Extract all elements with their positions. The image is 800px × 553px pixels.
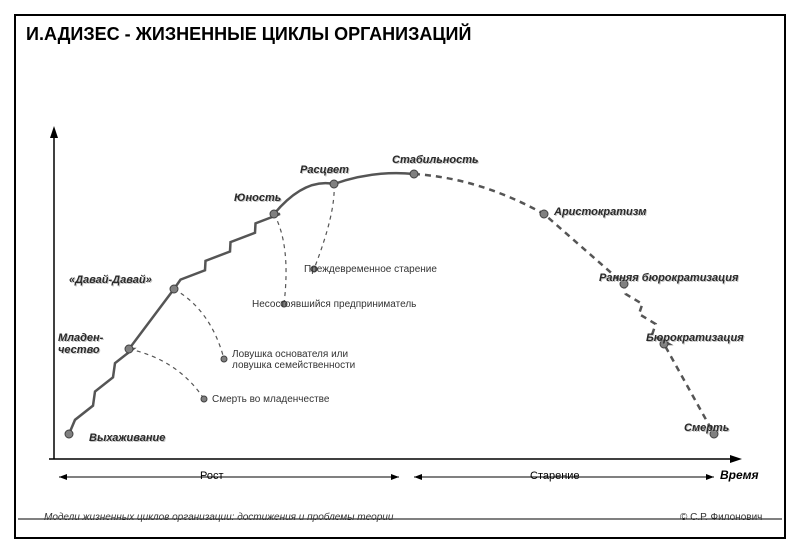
stage-label-courtship: Выхаживание (89, 432, 165, 444)
axis-time-label: Время (720, 468, 759, 482)
stage-label-bureaucracy: Бюрократизация (646, 332, 744, 344)
stage-label-adolescence: Юность (234, 192, 281, 204)
phase-aging-label: Старение (530, 470, 580, 482)
stage-label-aristocracy: Аристократизм (554, 206, 646, 218)
stage-label-prime: Расцвет (300, 164, 349, 176)
trap-point-infantdeath (201, 396, 207, 402)
trap-label-failedent: Несостоявшийся предприниматель (252, 299, 416, 310)
trap-curve-founder (174, 289, 224, 359)
footer-caption: Модели жизненных циклов организации: дос… (44, 512, 393, 523)
stage-label-gogo: «Давай-Давай» (69, 274, 152, 286)
trap-label-premature: Преждевременное старение (304, 264, 437, 275)
trap-curve-failedent (274, 214, 286, 304)
stage-point-infancy (125, 345, 133, 353)
stage-point-gogo (170, 285, 178, 293)
stage-point-courtship (65, 430, 73, 438)
trap-label-infantdeath: Смерть во младенчестве (212, 394, 329, 405)
footer-copyright: © С.Р. Филонович (680, 512, 762, 523)
stage-label-infancy: Младен-чество (58, 332, 103, 356)
stage-label-earlybur: Ранняя бюрократизация (599, 272, 738, 284)
trap-label-founder: Ловушка основателя илиловушка семействен… (232, 349, 355, 371)
stage-point-prime (330, 180, 338, 188)
trap-point-founder (221, 356, 227, 362)
stage-point-aristocracy (540, 210, 548, 218)
stage-label-death: Смерть (684, 422, 729, 434)
stage-point-adolescence (270, 210, 278, 218)
stage-point-stable (410, 170, 418, 178)
trap-curve-premature (314, 184, 334, 269)
trap-curve-infantdeath (129, 349, 204, 399)
phase-growth-label: Рост (200, 470, 224, 482)
stage-label-stable: Стабильность (392, 154, 479, 166)
